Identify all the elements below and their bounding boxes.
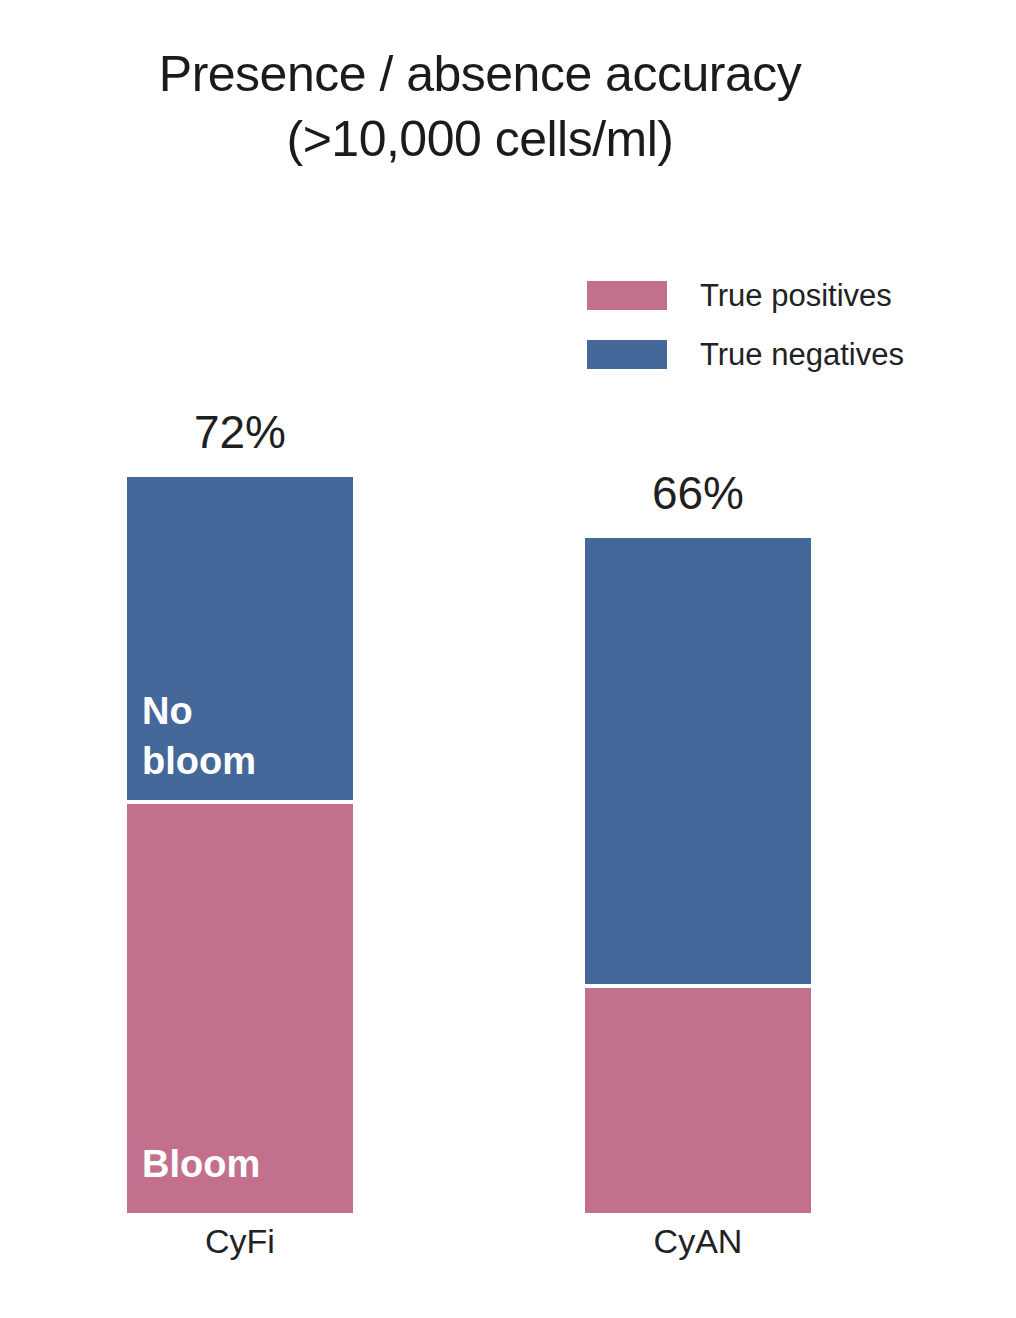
bar-segment-true-positives-cyan xyxy=(585,988,811,1213)
segment-annotation-bloom: Bloom xyxy=(142,1139,260,1189)
bar-total-label-cyan: 66% xyxy=(545,470,851,516)
bar-segment-true-negatives-cyan xyxy=(585,538,811,984)
bar-total-label-cyfi: 72% xyxy=(87,409,393,455)
segment-annotation-no-bloom: No bloom xyxy=(142,686,256,786)
bar-category-label-cyan: CyAN xyxy=(545,1223,851,1260)
plot-area: 72% CyFi 66% CyAN No bloom Bloom xyxy=(0,0,1016,1318)
chart-canvas: Presence / absence accuracy (>10,000 cel… xyxy=(0,0,1016,1318)
bar-category-label-cyfi: CyFi xyxy=(87,1223,393,1260)
